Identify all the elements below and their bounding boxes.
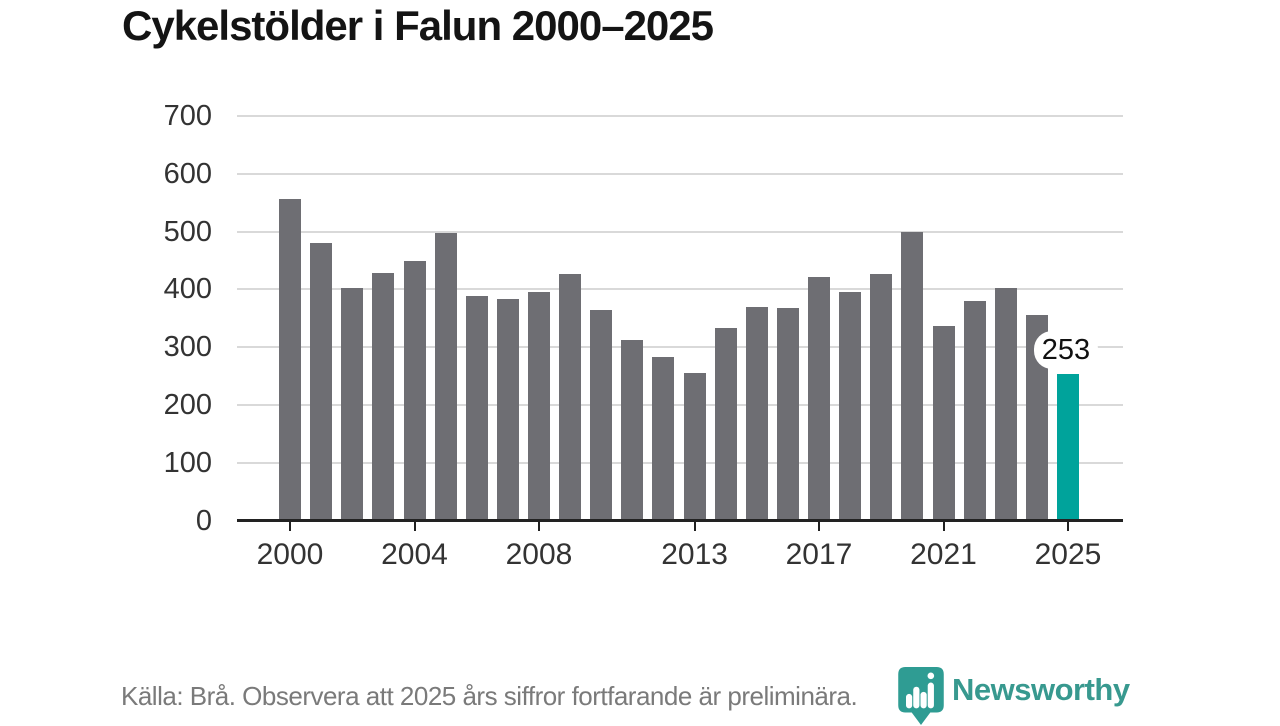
bar (776, 307, 799, 521)
x-axis-tick (538, 522, 540, 531)
bar (808, 276, 830, 521)
bar-highlighted (1057, 374, 1079, 521)
newsworthy-logo-text: Newsworthy (952, 672, 1130, 707)
x-axis-label: 2021 (910, 538, 977, 571)
bar (590, 309, 613, 521)
grid-line (237, 461, 1123, 464)
grid-line (237, 288, 1123, 291)
y-axis-label: 300 (163, 331, 212, 364)
bar (434, 232, 457, 521)
x-axis-label: 2017 (785, 538, 853, 571)
source-note: Källa: Brå. Observera att 2025 års siffr… (121, 681, 858, 711)
bar (994, 288, 1017, 521)
grid-line (237, 346, 1123, 349)
bar (372, 272, 395, 521)
x-axis-tick (1067, 522, 1069, 531)
grid-line (237, 230, 1123, 233)
value-callout: 253 (1034, 331, 1098, 370)
y-axis-label: 400 (163, 273, 212, 306)
bar (932, 325, 955, 521)
x-axis-label: 2013 (661, 538, 728, 571)
x-axis-tick (413, 522, 416, 531)
grid-line (237, 114, 1123, 117)
x-axis-label: 2000 (256, 538, 324, 571)
chart-title: Cykelstölder i Falun 2000–2025 (122, 2, 714, 49)
x-axis-tick (818, 522, 820, 531)
bar (870, 274, 893, 521)
y-axis-label: 200 (163, 388, 212, 421)
bar (745, 307, 768, 521)
grid-line (237, 172, 1123, 175)
bar (279, 199, 301, 521)
y-axis-label: 100 (163, 446, 212, 479)
y-axis-label: 0 (195, 504, 212, 537)
bar (310, 242, 333, 521)
x-axis-tick (289, 522, 291, 531)
bar (901, 232, 924, 521)
x-axis-label: 2004 (381, 538, 448, 571)
bar (714, 328, 737, 521)
bar (839, 292, 862, 521)
bar (403, 261, 426, 521)
y-axis-label: 600 (163, 157, 212, 190)
bar (652, 356, 675, 521)
y-axis-label: 500 (163, 215, 212, 248)
x-axis-label: 2025 (1034, 538, 1102, 571)
x-axis-line (237, 519, 1123, 522)
bar (341, 288, 364, 521)
bar (496, 298, 519, 521)
newsworthy-pin-bar-chart-icon (898, 667, 944, 725)
bar (621, 339, 644, 521)
x-axis-tick (693, 522, 696, 531)
x-axis-tick (942, 522, 945, 531)
bar (559, 273, 582, 521)
bar (465, 296, 488, 521)
bar (528, 291, 550, 521)
bar (683, 373, 706, 521)
bar (963, 300, 986, 521)
y-axis-label: 700 (163, 99, 212, 132)
grid-line (237, 403, 1123, 406)
newsworthy-logo: Newsworthy (897, 666, 1130, 726)
x-axis-label: 2008 (505, 538, 573, 571)
